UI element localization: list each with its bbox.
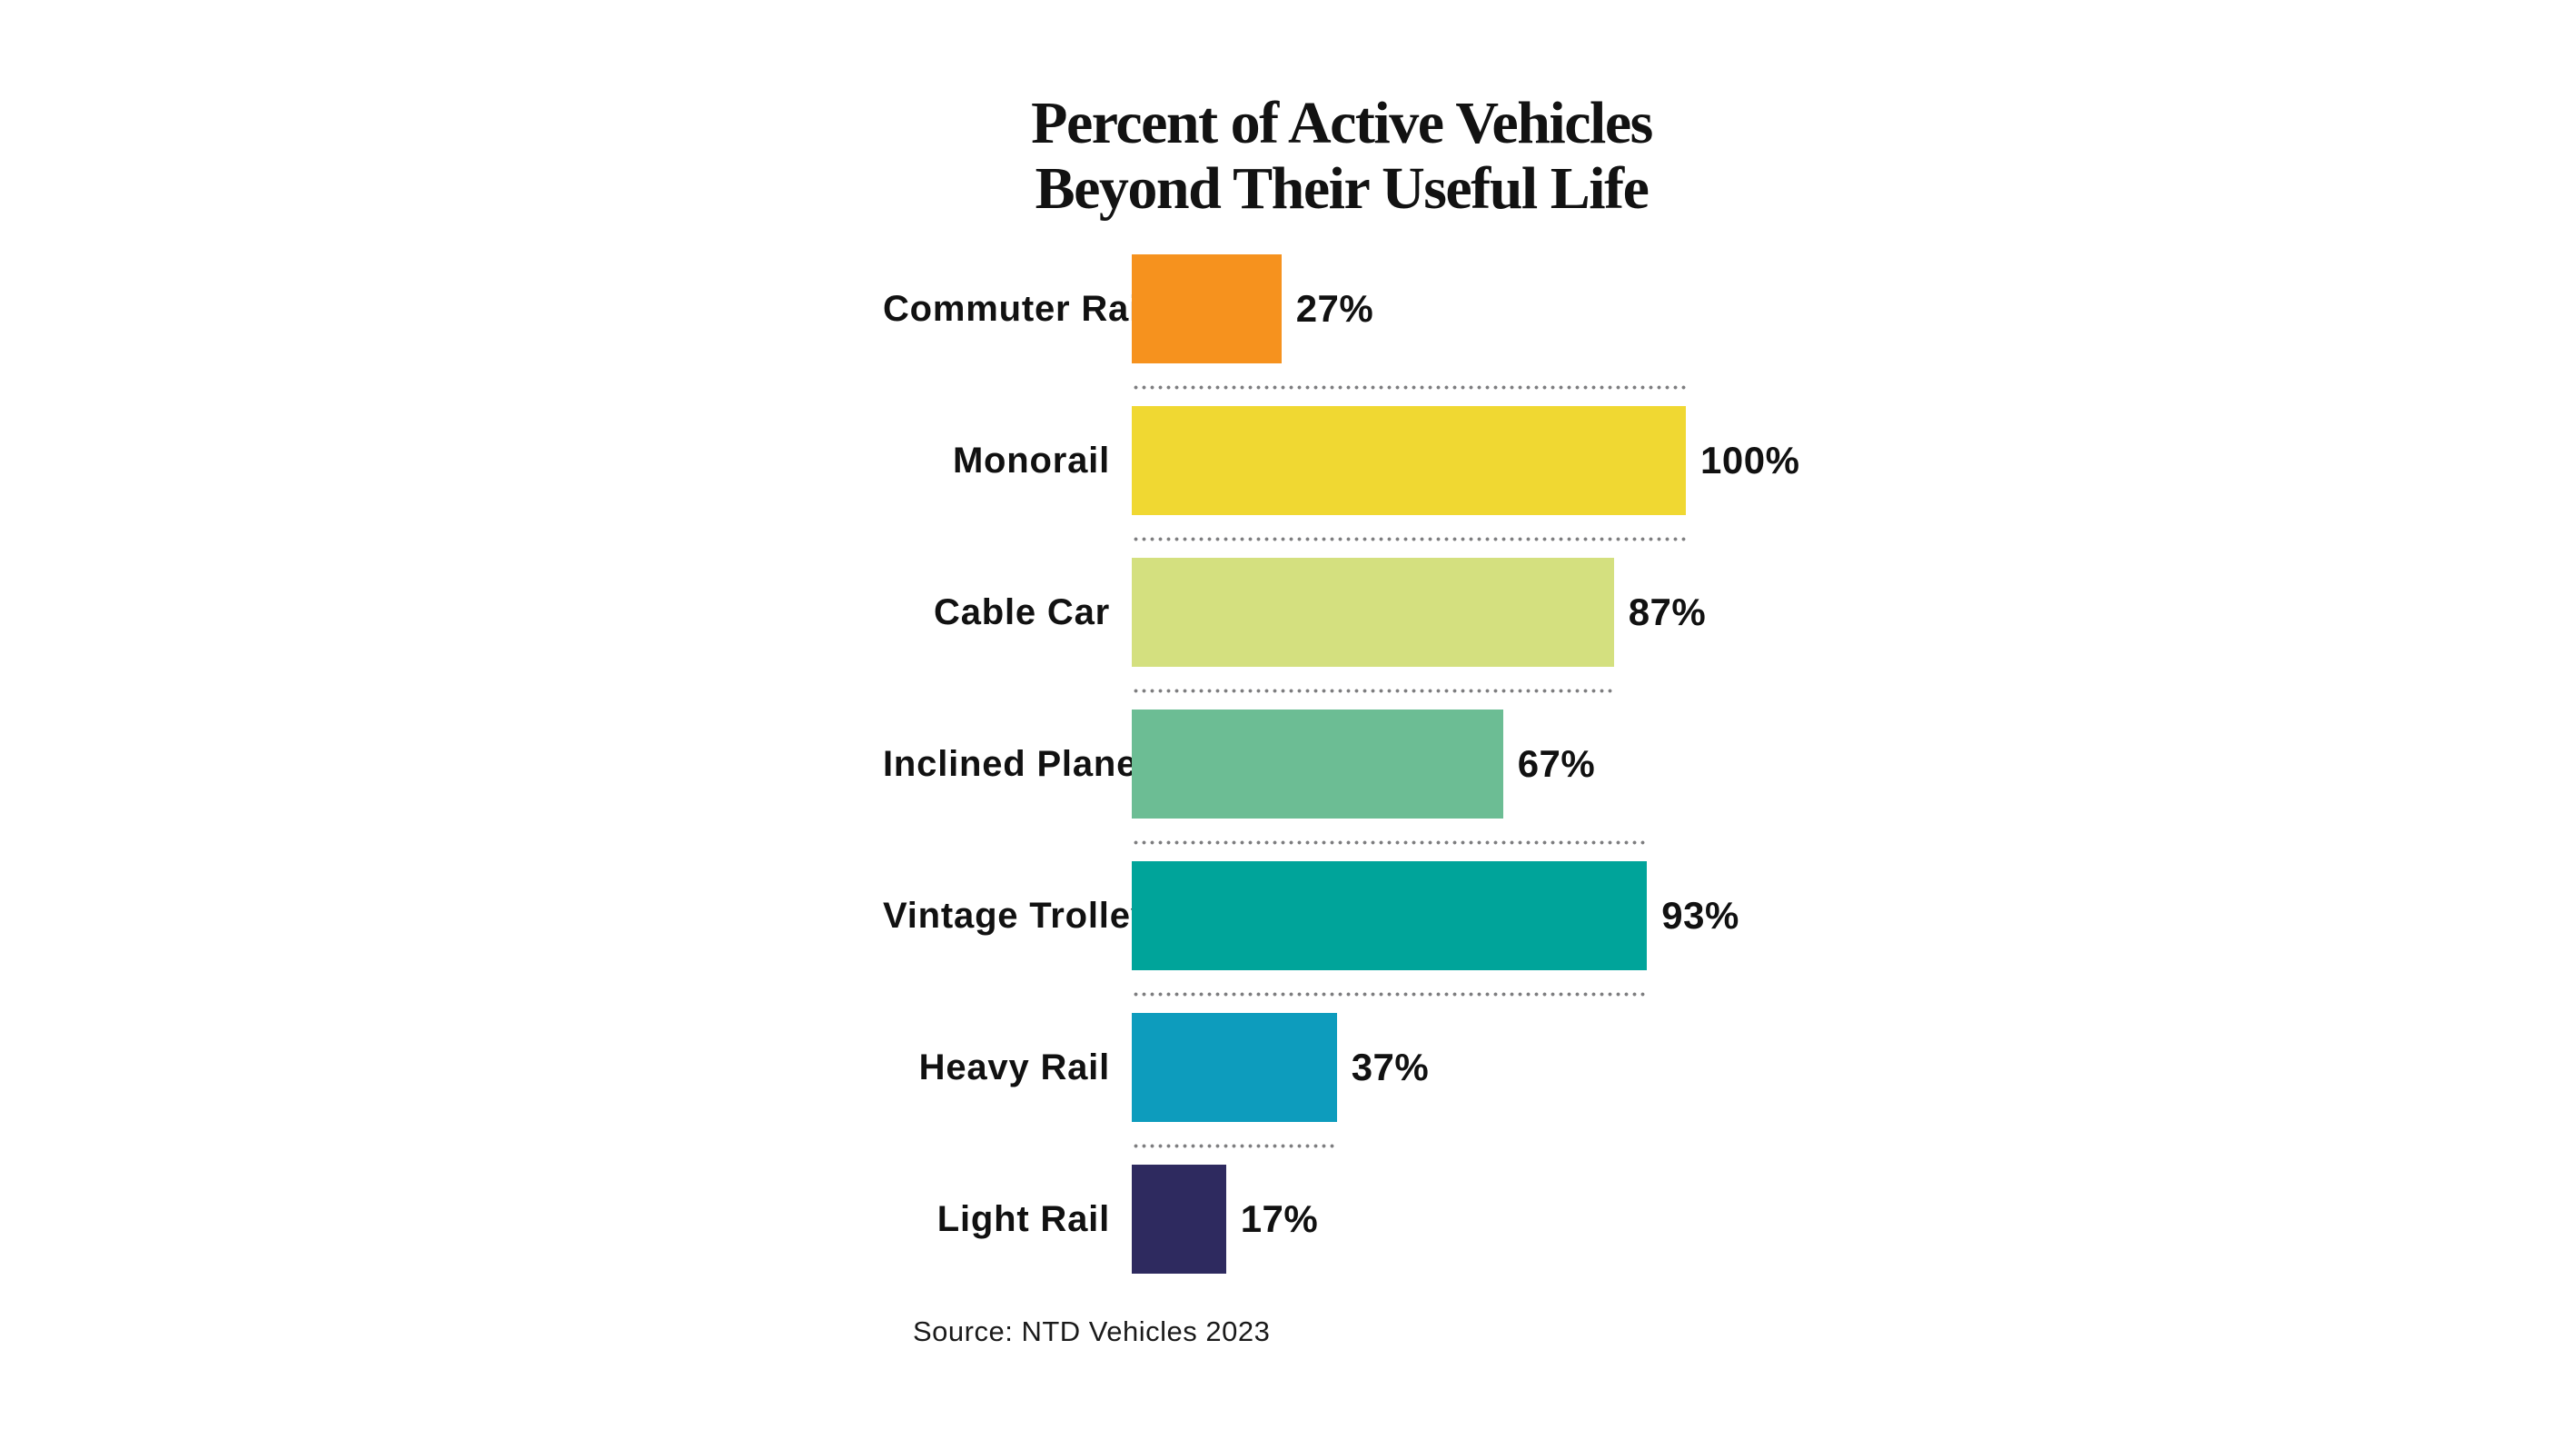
- chart: Percent of Active Vehicles Beyond Their …: [883, 91, 1800, 1274]
- separator-zone-0: [883, 363, 1800, 406]
- category-label-inclined-plane: Inclined Plane: [883, 743, 1138, 784]
- bar-light-rail: [1132, 1165, 1226, 1274]
- dotted-separator-2: [1132, 689, 1614, 693]
- value-label-vintage-trolley: 93%: [1661, 894, 1739, 937]
- value-label-light-rail: 17%: [1240, 1197, 1319, 1240]
- bar-row-light-rail: Light Rail 17%: [883, 1165, 1800, 1274]
- chart-title-line2: Beyond Their Useful Life: [1035, 155, 1650, 222]
- separator-zone-4: [883, 970, 1800, 1013]
- category-label-monorail: Monorail: [952, 440, 1110, 481]
- bar-row-commuter-rail: Commuter Rail 27%: [883, 254, 1800, 363]
- bar-row-cable-car: Cable Car 87%: [883, 558, 1800, 667]
- bar-row-vintage-trolley: Vintage Trolley 93%: [883, 861, 1800, 970]
- dotted-separator-1: [1132, 537, 1686, 541]
- dotted-separator-4: [1132, 992, 1648, 997]
- category-label-commuter-rail: Commuter Rail: [883, 288, 1151, 329]
- dotted-separator-0: [1132, 385, 1686, 390]
- bar-vintage-trolley: [1132, 861, 1648, 970]
- bar-row-monorail: Monorail 100%: [883, 406, 1800, 515]
- chart-title-line1: Percent of Active Vehicles: [1031, 90, 1653, 156]
- chart-title: Percent of Active Vehicles Beyond Their …: [883, 91, 1800, 222]
- bar-heavy-rail: [1132, 1013, 1337, 1122]
- source-note: Source: NTD Vehicles 2023: [913, 1315, 1271, 1347]
- bar-inclined-plane: [1132, 710, 1503, 819]
- separator-zone-2: [883, 667, 1800, 710]
- separator-zone-5: [883, 1122, 1800, 1165]
- dotted-separator-5: [1132, 1144, 1337, 1148]
- category-label-light-rail: Light Rail: [936, 1198, 1110, 1239]
- category-label-heavy-rail: Heavy Rail: [918, 1047, 1110, 1087]
- bar-monorail: [1132, 406, 1686, 515]
- category-label-vintage-trolley: Vintage Trolley: [883, 895, 1152, 936]
- value-label-inclined-plane: 67%: [1517, 742, 1596, 785]
- value-label-commuter-rail: 27%: [1295, 287, 1374, 330]
- bar-commuter-rail: [1132, 254, 1282, 363]
- separator-zone-1: [883, 515, 1800, 558]
- value-label-heavy-rail: 37%: [1351, 1046, 1430, 1088]
- bar-row-inclined-plane: Inclined Plane 67%: [883, 710, 1800, 819]
- separator-zone-3: [883, 819, 1800, 861]
- bar-rows: Commuter Rail 27% Monorail 100% Cable Car 87%…: [883, 254, 1800, 1274]
- bar-cable-car: [1132, 558, 1614, 667]
- category-label-cable-car: Cable Car: [934, 591, 1110, 632]
- bar-row-heavy-rail: Heavy Rail 37%: [883, 1013, 1800, 1122]
- value-label-cable-car: 87%: [1628, 591, 1707, 633]
- value-label-monorail: 100%: [1700, 439, 1800, 481]
- dotted-separator-3: [1132, 840, 1648, 845]
